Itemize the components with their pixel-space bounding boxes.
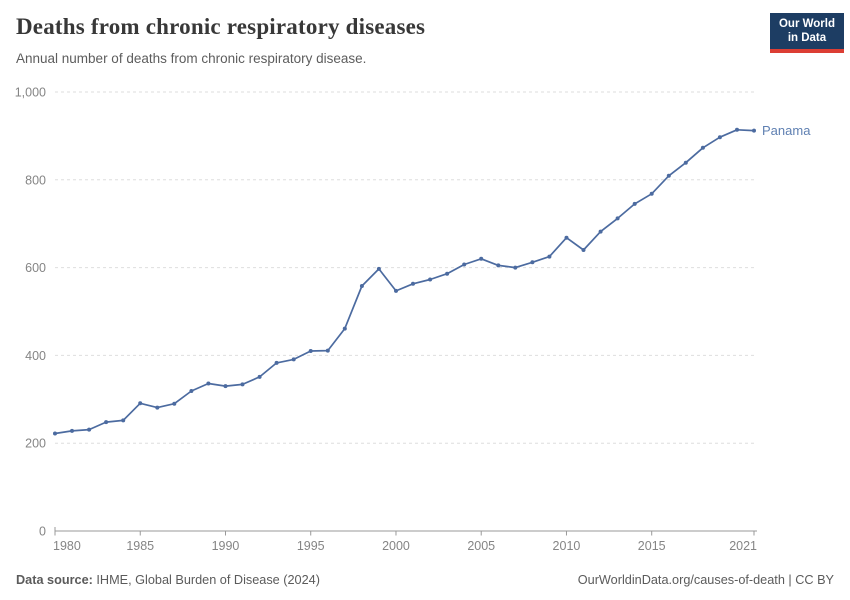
data-point (649, 191, 654, 196)
data-point (411, 281, 415, 286)
data-point (376, 266, 381, 271)
series-entity-label: Panama (762, 123, 811, 138)
y-axis-label: 400 (25, 349, 46, 363)
x-axis-line (54, 527, 757, 532)
y-axis-label: 1,000 (15, 86, 46, 100)
y-axis-label: 800 (25, 173, 46, 187)
chart-footer: Data source: IHME, Global Burden of Dise… (16, 573, 834, 587)
data-point (291, 357, 296, 362)
data-point (700, 145, 705, 150)
y-axis-label: 0 (39, 525, 46, 539)
y-axis-label: 200 (25, 437, 46, 451)
data-point (530, 260, 535, 265)
data-point (240, 382, 245, 387)
x-tick-label: 1990 (212, 539, 240, 553)
data-point (479, 256, 484, 261)
data-point (513, 265, 518, 270)
data-point (666, 173, 671, 178)
x-tick-label: 1995 (297, 539, 325, 553)
data-point (138, 401, 143, 406)
data-point (223, 384, 228, 389)
data-point (104, 420, 109, 425)
y-axis-label: 600 (25, 261, 46, 275)
data-point (445, 271, 450, 276)
data-point (615, 216, 620, 221)
data-point (394, 288, 398, 293)
x-tick-label: 2000 (382, 539, 410, 553)
rights-link[interactable]: OurWorldinData.org/causes-of-death | CC … (577, 573, 834, 587)
data-point (121, 418, 126, 423)
owid-logo-line2: in Data (787, 32, 827, 45)
data-series-line (54, 128, 755, 435)
data-point (462, 262, 467, 267)
data-point (342, 326, 347, 331)
data-point (70, 428, 74, 433)
data-point (735, 127, 739, 132)
data-point (564, 235, 569, 240)
data-point (189, 389, 194, 393)
owid-logo: Our World in Data (769, 13, 844, 53)
data-point (428, 277, 433, 282)
chart-subtitle: Annual number of deaths from chronic res… (16, 51, 367, 66)
data-point (172, 401, 177, 406)
owid-logo-line1: Our World (778, 18, 835, 30)
data-point (581, 248, 586, 252)
data-point (359, 284, 364, 288)
data-point (717, 135, 722, 140)
data-point (308, 349, 313, 353)
data-source-label: Data source: (16, 573, 93, 587)
x-tick-label: 2015 (638, 539, 666, 553)
data-point (547, 254, 552, 259)
data-point (632, 201, 637, 206)
chart-title: Deaths from chronic respiratory diseases (16, 14, 426, 39)
data-point (155, 405, 160, 410)
x-tick-label: 2021 (729, 539, 757, 553)
data-source: Data source: IHME, Global Burden of Dise… (16, 573, 320, 587)
data-point (496, 263, 501, 268)
data-point (87, 427, 92, 432)
data-source-text: IHME, Global Burden of Disease (2024) (96, 573, 320, 587)
data-point (752, 128, 756, 133)
data-point (683, 160, 688, 165)
data-point (206, 381, 211, 386)
x-tick-label: 1980 (53, 539, 81, 553)
data-point (53, 431, 57, 436)
x-tick-label: 2005 (467, 539, 495, 553)
x-tick-label: 1985 (126, 539, 154, 553)
x-tick-label: 2010 (553, 539, 581, 553)
data-point (325, 348, 330, 353)
data-point (274, 360, 279, 365)
data-point (598, 229, 603, 234)
data-point (257, 374, 262, 379)
